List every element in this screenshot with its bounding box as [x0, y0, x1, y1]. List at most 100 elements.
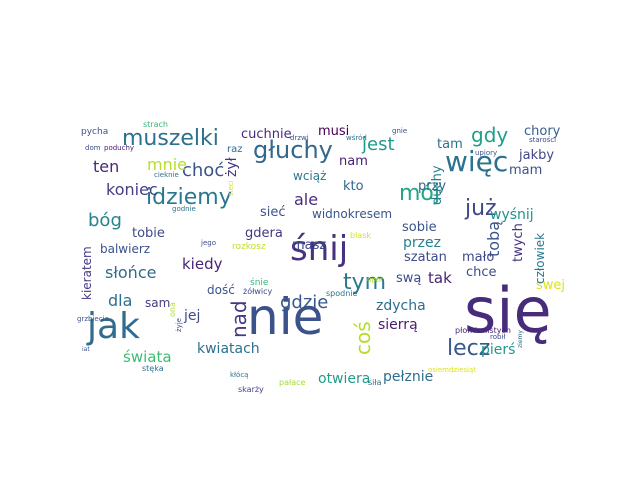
word-99: sieci — [227, 180, 235, 196]
word-13: coś — [351, 321, 375, 355]
word-25: dla — [108, 291, 132, 310]
word-93: upiory — [475, 149, 497, 157]
word-42: wyśnij — [490, 207, 534, 223]
word-24: słońce — [105, 263, 156, 282]
word-15: jest — [361, 134, 395, 155]
word-49: tobie — [132, 226, 165, 241]
word-28: świata — [123, 348, 172, 366]
word-33: jej — [183, 308, 200, 324]
word-98: osiemdziesiąt — [428, 366, 476, 374]
word-14: gdy — [471, 123, 508, 147]
word-50: sieć — [260, 205, 286, 220]
word-76: blask — [350, 231, 371, 240]
word-88: kłócą — [230, 371, 248, 379]
word-70: żółwicy — [243, 286, 273, 296]
word-4: więc — [445, 145, 508, 178]
word-2: śnij — [290, 229, 348, 269]
word-85: iat — [82, 346, 90, 353]
word-60: swej — [536, 278, 565, 293]
word-87: ona — [168, 302, 177, 317]
word-38: musi — [318, 124, 349, 139]
word-79: poduchy — [104, 144, 134, 152]
word-59: swą — [396, 271, 421, 286]
word-73: skarży — [238, 385, 264, 394]
word-90: drzwi — [290, 134, 309, 142]
word-36: przez — [403, 235, 441, 251]
word-80: dom — [85, 144, 101, 152]
word-84: jego — [200, 239, 216, 247]
word-40: nam — [339, 154, 368, 169]
word-94: starości — [529, 136, 556, 144]
word-21: ten — [93, 157, 119, 176]
word-95: robił — [490, 333, 505, 341]
word-39: kto — [343, 179, 364, 194]
word-67: kieratem — [80, 246, 94, 300]
word-71: spodnie — [326, 289, 358, 298]
word-23: tobą — [484, 221, 503, 257]
word-22: ale — [294, 190, 318, 209]
word-19: koniec — [106, 180, 158, 199]
word-96: upór — [367, 276, 383, 284]
word-52: masz — [292, 238, 326, 253]
word-83: grzbiecie — [77, 315, 109, 323]
word-48: żył — [224, 157, 240, 177]
word-66: raz — [227, 144, 243, 155]
word-9: lecz — [447, 336, 490, 361]
word-35: pełznie — [383, 369, 433, 385]
word-97: ziemy — [517, 330, 524, 348]
word-57: twych — [511, 223, 526, 262]
word-0: się — [464, 274, 552, 347]
word-77: pycha — [81, 127, 108, 137]
word-82: godnie — [172, 205, 196, 213]
word-12: nad — [227, 300, 251, 338]
word-64: dość — [207, 283, 235, 297]
word-11: już — [464, 196, 497, 221]
word-62: balwierz — [100, 242, 150, 256]
word-45: jakby — [518, 148, 554, 163]
word-32: kwiatach — [197, 341, 260, 357]
word-53: widnokresem — [312, 207, 392, 221]
word-92: gnie — [392, 127, 407, 135]
word-81: cieknie — [154, 171, 179, 179]
word-74: pałace — [279, 378, 306, 387]
word-34: sierrą — [378, 317, 418, 333]
word-91: wśród — [346, 134, 367, 142]
word-6: muszelki — [122, 126, 219, 151]
word-17: choć — [182, 160, 224, 181]
word-44: mam — [509, 163, 542, 178]
word-16: gdzie — [280, 292, 328, 313]
word-56: mało — [462, 250, 494, 265]
word-27: tak — [428, 269, 452, 287]
word-54: sobie — [402, 220, 437, 235]
word-75: siła — [368, 378, 382, 387]
word-7: idziemy — [146, 185, 232, 210]
word-51: gdera — [245, 226, 283, 241]
word-31: pierś — [481, 342, 515, 358]
word-10: tym — [343, 270, 386, 295]
word-1: nie — [247, 288, 323, 346]
word-69: śnie — [250, 277, 269, 288]
word-63: sam — [145, 296, 170, 310]
word-86: stęka — [142, 364, 164, 373]
word-3: jak — [86, 306, 140, 347]
word-26: kiedy — [182, 255, 223, 273]
word-41: przy — [418, 179, 446, 194]
word-5: głuchy — [253, 136, 333, 164]
word-47: duchy — [430, 165, 445, 205]
word-78: strach — [143, 120, 168, 129]
word-55: szatan — [404, 250, 447, 265]
word-8: mój — [399, 181, 440, 206]
word-61: człowiek — [533, 233, 547, 284]
word-group: się nie śnij jak więc głuchy muszelki idziemy mó… — [77, 120, 565, 394]
word-68: rozkosz — [232, 242, 266, 252]
word-43: chory — [524, 124, 561, 139]
word-18: bóg — [88, 210, 122, 231]
word-30: zdycha — [376, 298, 426, 314]
word-29: otwiera — [318, 371, 370, 387]
word-58: chce — [466, 265, 497, 280]
word-65: wciąż — [293, 169, 326, 183]
word-20: mnie — [147, 155, 187, 174]
word-72: płomienistych — [455, 326, 511, 335]
